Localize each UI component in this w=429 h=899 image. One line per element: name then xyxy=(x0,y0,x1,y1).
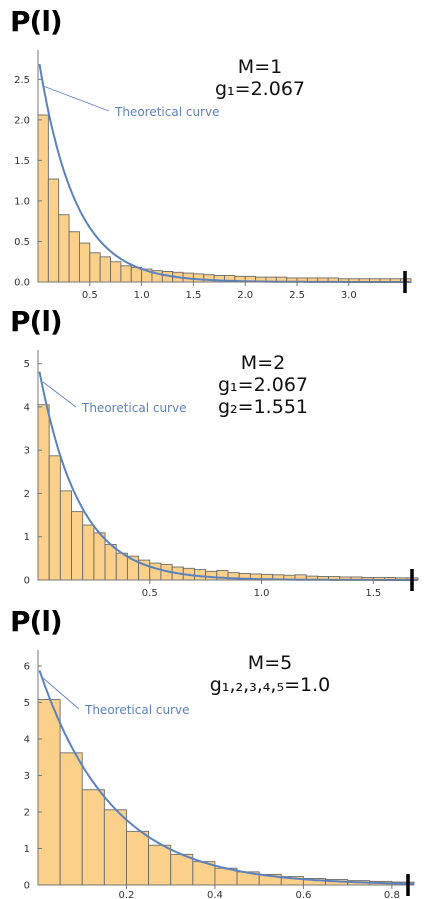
y-tick-label: 2.5 xyxy=(14,75,30,86)
histogram-bar xyxy=(99,256,111,283)
histogram-bar xyxy=(82,524,95,581)
x-tick-label: 2.5 xyxy=(289,290,305,300)
histogram-bar xyxy=(120,265,132,283)
histogram-bar xyxy=(130,266,143,283)
y-tick-label: 5 xyxy=(24,359,30,370)
histogram-bar xyxy=(37,699,61,886)
histogram-bar xyxy=(126,830,150,886)
curve-label: Theoretical curve xyxy=(84,703,189,717)
x-tick-label: 0.5 xyxy=(142,588,158,599)
histogram-bar xyxy=(58,214,70,283)
annotation-line: M=5 xyxy=(247,652,293,674)
x-tick-label: 1.0 xyxy=(134,290,150,300)
curve-label-leader xyxy=(42,677,80,710)
histogram-panel-m2: P(l) M=2 g₁=2.067 g₂=1.551 0 1 2 3 4 5 0.5 1.0 1… xyxy=(0,300,429,600)
y-tick-label: 3 xyxy=(24,446,30,457)
parameter-annotation: M=2 g₁=2.067 g₂=1.551 xyxy=(208,352,318,418)
x-tick-label: 3.0 xyxy=(341,290,357,300)
y-tick-label: 0 xyxy=(24,576,30,587)
histogram-bar xyxy=(205,570,218,581)
theoretical-curve xyxy=(38,670,414,885)
y-tick-label: 5 xyxy=(24,698,30,709)
histogram-bar xyxy=(93,532,106,581)
y-tick-label: 2.0 xyxy=(14,115,30,126)
histogram-bar xyxy=(37,114,49,283)
histogram-plot: 0 1 2 3 4 5 0.5 1.0 1.5 Theoretical curve xyxy=(24,350,419,599)
curve-label-leader xyxy=(42,85,110,112)
y-tick-label: 2 xyxy=(24,807,30,818)
histogram-bar xyxy=(59,752,83,886)
theoretical-curve xyxy=(38,63,411,283)
histogram-bar xyxy=(89,252,101,283)
curve-label-leader xyxy=(42,381,77,408)
x-tick-label: 2.0 xyxy=(237,290,253,300)
parameter-annotation: M=1 g₁=2.067 xyxy=(205,56,315,100)
y-tick-label: 1.5 xyxy=(14,156,30,167)
y-axis-label: P(l) xyxy=(10,305,63,338)
x-tick-label: 1.5 xyxy=(185,290,201,300)
histogram-bar xyxy=(103,809,127,886)
histogram-bar xyxy=(149,562,162,581)
annotation-line: g₂=1.551 xyxy=(218,396,308,418)
histogram-bar xyxy=(192,273,205,283)
histogram-bar xyxy=(78,242,91,283)
annotation-line: g₁,₂,₃,₄,₅=1.0 xyxy=(209,674,331,696)
y-axis-label: P(l) xyxy=(10,5,63,38)
histogram-bar xyxy=(115,552,128,581)
histogram-plot: 0 1 2 3 4 5 6 0.2 0.4 0.6 0.8 Theoretical curve xyxy=(24,650,415,899)
annotation-line: M=2 xyxy=(240,352,286,374)
histogram-bar xyxy=(170,853,194,886)
histogram-bar xyxy=(148,844,172,886)
y-tick-label: 1 xyxy=(24,532,30,543)
x-tick-label: 0.6 xyxy=(295,890,311,899)
histogram-bar xyxy=(68,231,80,283)
histogram-plot: 0.0 0.5 1.0 1.5 2.0 2.5 0.5 1.0 1.5 2.0 2.5 3.0 Theo… xyxy=(14,50,412,300)
histogram-bar xyxy=(37,404,50,581)
y-tick-label: 4 xyxy=(24,734,30,745)
y-tick-label: 0.0 xyxy=(14,278,30,289)
y-axis-label: P(l) xyxy=(10,605,63,638)
parameter-annotation: M=5 g₁,₂,₃,₄,₅=1.0 xyxy=(200,652,340,696)
histogram-bar xyxy=(104,544,117,581)
histogram-bar xyxy=(71,511,84,581)
y-tick-label: 1 xyxy=(24,844,30,855)
curve-label: Theoretical curve xyxy=(81,401,186,415)
y-tick-label: 2 xyxy=(24,489,30,500)
histogram-panel-m5: P(l) M=5 g₁,₂,₃,₄,₅=1.0 0 1 2 3 4 5 6 0.2 0.4 0.6… xyxy=(0,600,429,899)
histogram-bar xyxy=(81,789,105,886)
x-tick-label: 0.8 xyxy=(384,890,400,899)
x-tick-label: 0.5 xyxy=(82,290,98,300)
x-tick-label: 1.0 xyxy=(254,588,270,599)
curve-label: Theoretical curve xyxy=(114,105,219,119)
y-tick-label: 3 xyxy=(24,771,30,782)
y-tick-label: 4 xyxy=(24,402,30,413)
histogram-bar xyxy=(48,455,61,581)
histogram-bar xyxy=(59,490,72,581)
x-tick-label: 1.5 xyxy=(365,588,381,599)
histogram-bar xyxy=(47,178,60,283)
y-tick-label: 0 xyxy=(24,881,30,892)
x-tick-label: 0.4 xyxy=(207,890,223,899)
annotation-line: g₁=2.067 xyxy=(215,78,305,100)
y-tick-label: 1.0 xyxy=(14,196,30,207)
annotation-line: M=1 xyxy=(237,56,283,78)
histogram-bar xyxy=(110,261,122,283)
y-tick-label: 6 xyxy=(24,661,30,672)
x-tick-label: 0.2 xyxy=(119,890,135,899)
y-tick-label: 0.5 xyxy=(14,237,30,248)
histogram-panel-m1: P(l) M=1 g₁=2.067 0.0 0.5 1.0 1.5 2.0 2.5 0.5 1… xyxy=(0,0,429,300)
annotation-line: g₁=2.067 xyxy=(218,374,308,396)
